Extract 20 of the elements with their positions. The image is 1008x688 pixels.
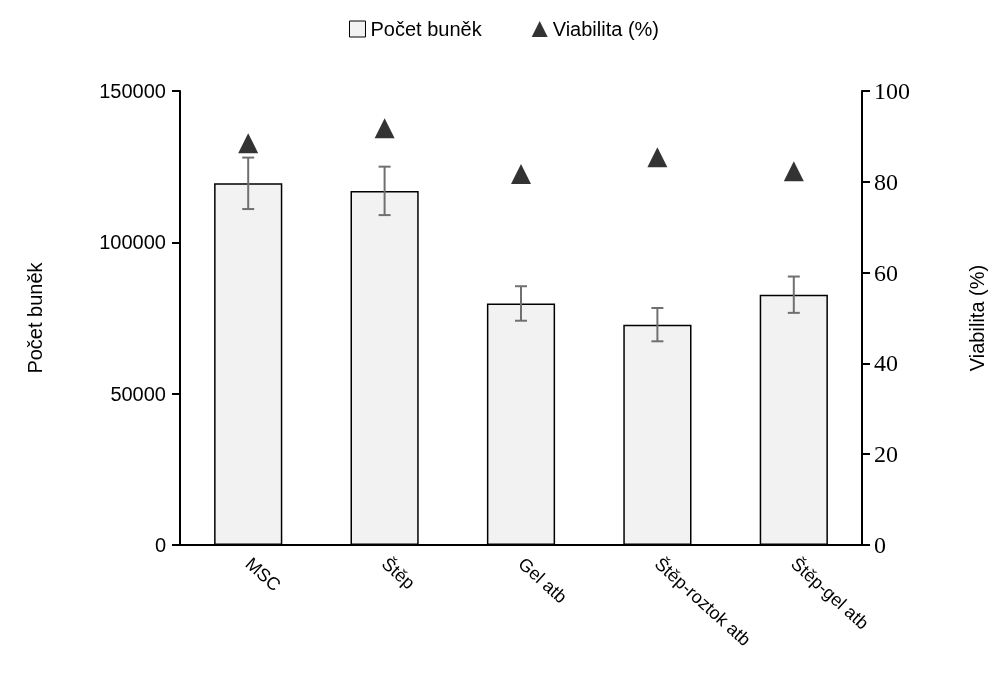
y-tick-label: 0	[154, 534, 166, 556]
y2-tick-label: 40	[874, 350, 898, 377]
y-tick-label: 100000	[99, 231, 166, 254]
y2-tick-label: 60	[874, 259, 898, 286]
legend-label: Viabilita (%)	[552, 18, 660, 40]
y2-tick-label: 80	[874, 168, 898, 195]
y2-tick-label: 20	[874, 441, 898, 468]
y2-tick-label: 100	[874, 78, 910, 104]
legend-label: Počet buněk	[370, 18, 483, 40]
y-tick-label: 50000	[110, 382, 166, 405]
y-tick-label: 150000	[99, 80, 166, 102]
y-axis-title: Počet buněk	[24, 261, 46, 374]
y2-tick-label: 0	[874, 532, 886, 558]
point	[238, 133, 259, 154]
x-tick-label: Gel atb	[514, 553, 571, 608]
point	[783, 161, 804, 182]
y2-axis-title: Viabilita (%)	[966, 264, 988, 372]
point	[374, 118, 395, 139]
point	[647, 147, 668, 168]
point	[511, 164, 531, 185]
